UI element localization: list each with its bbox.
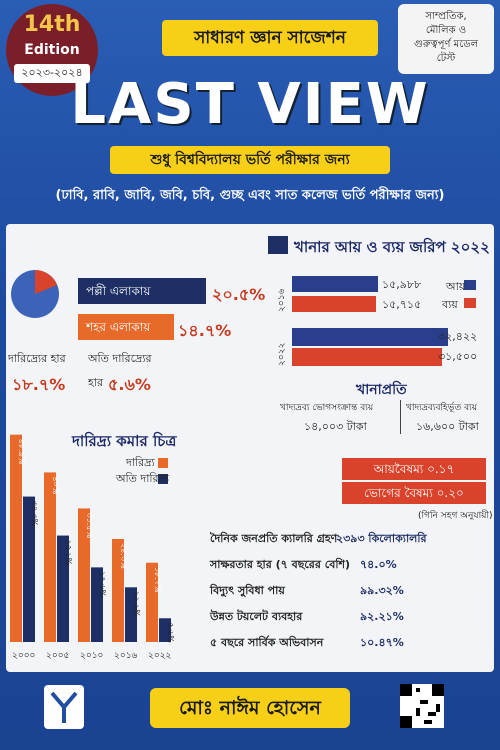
food-value: ১৪,০০৩ টাকা — [304, 420, 367, 433]
indicator-label: উন্নত টয়লেট ব্যবহার — [210, 610, 303, 623]
legend-income: আয় — [446, 280, 466, 293]
group1-expense-bar — [292, 296, 376, 312]
universities-list: (ঢাবি, রাবি, জাবি, জবি, চবি, গুচ্ছ এবং স… — [55, 188, 445, 203]
extreme-label-4: ৫.৬% — [166, 622, 175, 643]
food-label: খাদ্যদ্রব্য ভোগসংক্রান্ত ব্যয় — [280, 403, 374, 413]
year-label-2: ২০১০ — [80, 651, 103, 661]
rural-label: পল্লী এলাকায় — [78, 278, 206, 304]
indicator-value: ৯২.২১% — [360, 610, 404, 623]
survey-title: খানার আয় ও ব্যয় জরিপ ২০২২ — [294, 238, 490, 256]
edition-years: ২০২৩-২০২৪ — [14, 64, 90, 83]
group2-income-bar — [292, 328, 448, 346]
urban-label: শহর এলাকায় — [78, 314, 174, 340]
extreme-label-3: ১২.৯% — [132, 591, 141, 617]
poverty-bar-4 — [146, 562, 158, 642]
extreme-bar-2 — [91, 567, 103, 642]
qr-code-icon[interactable] — [400, 684, 444, 728]
nonfood-label: খাদ্যদ্রব্যবহির্ভূত ব্যয় — [406, 403, 478, 413]
poverty-pie-icon — [11, 270, 59, 318]
model-test-note: সাম্প্রতিক, মৌলিক ও গুরুত্বপূর্ণ মডেল টে… — [398, 4, 494, 74]
extreme-label-0: ৩৪.৩% — [30, 501, 39, 527]
note-line-3: গুরুত্বপূর্ণ মডেল — [413, 39, 479, 50]
poverty-bar-2 — [78, 508, 90, 642]
year-label-3: ২০১৬ — [114, 651, 138, 661]
indicator-label: ৫ বছরে সার্বিক অভিবাসন — [210, 636, 324, 649]
extreme-bar-3 — [125, 587, 137, 642]
author-name: মোঃ নাঈম হোসেন — [150, 688, 350, 728]
book-subtitle: শুধু বিশ্ববিদ্যালয় ভর্তি পরীক্ষার জন্য — [110, 146, 390, 174]
extreme-value: ৫.৬% — [108, 375, 151, 394]
edition-number: 14th — [23, 12, 81, 37]
poverty-label-4: ১৮.৭% — [153, 567, 162, 593]
legend-extreme: অতি দারিদ্র্য — [116, 472, 170, 485]
extreme-label-2: হার — [88, 376, 104, 389]
legend-poverty-swatch — [158, 458, 168, 468]
group2-expense-bar — [292, 348, 442, 366]
note-line-2: মৌলিক ও — [425, 25, 467, 36]
survey-book-icon — [268, 236, 288, 254]
indicator-label: দৈনিক জনপ্রতি ক্যালরি গ্রহণ — [210, 532, 338, 545]
indicator-value: ২৩৯৩ কিলোক্যালরি — [336, 532, 427, 545]
divider — [400, 400, 401, 434]
extreme-label: অতি দারিদ্র্যের — [88, 352, 152, 365]
extreme-label-2: ১৭.৬% — [98, 571, 107, 597]
edition-word: Edition — [24, 42, 80, 58]
legend-income-swatch — [464, 280, 476, 290]
indicator-label: বিদ্যুৎ সুবিধা পায় — [210, 584, 285, 597]
legend-expense-swatch — [464, 298, 476, 308]
year-label-0: ২০০০ — [12, 651, 35, 661]
poverty-bar-1 — [44, 472, 56, 642]
nonfood-value: ১৬,৬০০ টাকা — [416, 420, 479, 433]
income-inequality: আয়বৈষম্য ০.১৭ — [342, 458, 486, 480]
poverty-label-1: ৪০% — [51, 476, 60, 494]
poverty-label-0: ৪৮.৯% — [17, 439, 26, 465]
indicator-value: ৯৯.৩২% — [360, 584, 404, 597]
poverty-rate-label: দারিদ্র্যের হার — [8, 352, 66, 365]
year-label-4: ২০২২ — [148, 651, 172, 661]
poverty-label-2: ৩১.৫% — [85, 512, 94, 538]
infographic-panel: পল্লী এলাকায় ২০.৫% শহর এলাকায় ১৪.৭% দা… — [6, 224, 494, 672]
gini-note: (গিনি সহগ অনুযায়ী) — [418, 511, 493, 521]
edition-badge: 14th Edition ২০২৩-২০২৪ — [6, 4, 98, 96]
indicator-label: সাক্ষরতার হার (৭ বছরের বেশি) — [210, 558, 351, 571]
group2-income-value: ৩২,৪২২ — [438, 330, 478, 343]
group2-expense-value: ৩১,৫০০ — [438, 350, 478, 363]
poverty-bar-chart: ৪৮.৯% ৩৪.৩% ২০০০ ৪০% ২৫.১% ২০০৫ ৩১.৫% ১৭.৬% ২০১০… — [10, 434, 175, 661]
extreme-bar-1 — [57, 535, 69, 642]
extreme-bar-4 — [159, 618, 171, 642]
extreme-bar-0 — [23, 496, 35, 642]
urban-value: ১৪.৭% — [178, 321, 232, 340]
poverty-rate-value: ১৮.৭% — [12, 375, 66, 394]
rural-value: ২০.৫% — [212, 285, 266, 304]
extreme-label-1: ২৫.১% — [64, 540, 73, 566]
group1-year: ২০১৬ — [277, 288, 287, 312]
poverty-bar-0 — [10, 434, 22, 642]
group1-income-value: ১৫,৯৮৮ — [382, 278, 422, 291]
note-line-1: সাম্প্রতিক, — [425, 11, 467, 22]
publisher-logo — [44, 685, 84, 729]
consumption-inequality: ভোগের বৈষম্য ০.২০ — [342, 482, 486, 504]
legend-poverty: দারিদ্র্য — [126, 456, 155, 469]
per-household-title: খানাপ্রতি — [356, 382, 407, 398]
group1-expense-value: ১৫,৭১৫ — [382, 298, 422, 311]
legend-expense: ব্যয় — [442, 298, 458, 311]
indicator-value: ৭৪.০% — [360, 558, 397, 571]
poverty-bar-3 — [112, 538, 124, 642]
poverty-chart-title: দারিদ্র্য কমার চিত্র — [72, 432, 177, 450]
poverty-label-3: ২৪.৩% — [119, 543, 128, 569]
legend-extreme-swatch — [158, 474, 168, 484]
group1-income-bar — [292, 276, 378, 292]
group2-year: ২০২২ — [277, 342, 287, 366]
year-label-1: ২০০৫ — [46, 651, 69, 661]
note-line-4: টেস্ট — [436, 53, 456, 64]
indicator-value: ১০.৪৭% — [360, 636, 404, 649]
suggestion-banner: সাধারণ জ্ঞান সাজেশন — [162, 20, 378, 56]
book-title: LAST VIEW — [70, 72, 430, 137]
